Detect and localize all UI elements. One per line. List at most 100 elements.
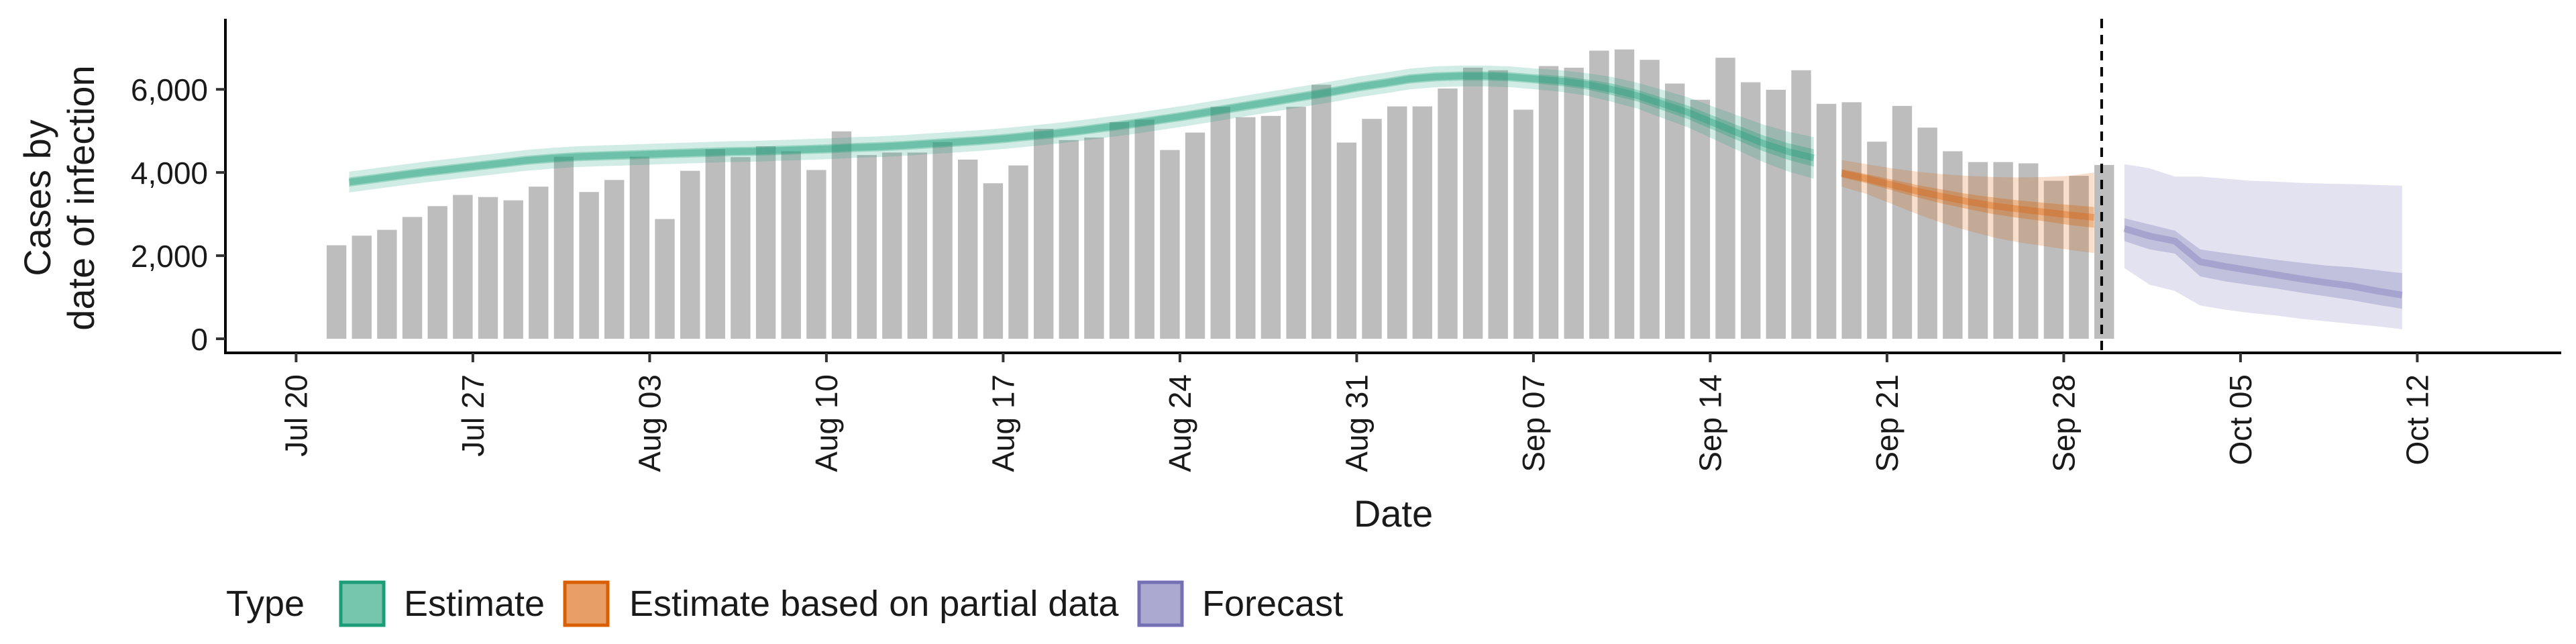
bar-7 xyxy=(503,200,523,339)
bar-55 xyxy=(1715,58,1735,339)
bar-28 xyxy=(1034,129,1054,339)
legend-key-forecast xyxy=(1137,580,1184,627)
bar-11 xyxy=(604,180,625,339)
bar-47 xyxy=(1513,109,1534,339)
bar-43 xyxy=(1412,106,1432,339)
bar-56 xyxy=(1741,82,1761,339)
bar-0 xyxy=(326,245,347,339)
x-tick-label-6: Aug 31 xyxy=(1339,374,1374,472)
y-ticks: 0 2,000 4,000 6,000 xyxy=(131,72,225,357)
y-tick-label-0: 0 xyxy=(191,322,208,357)
bar-19 xyxy=(806,170,826,339)
y-axis-title-line-2: date of infection xyxy=(60,65,102,330)
x-tick-label-7: Sep 07 xyxy=(1516,374,1551,472)
series-forecast xyxy=(2123,164,2403,329)
series-partial xyxy=(1841,160,2095,254)
legend-label-partial: Estimate based on partial data xyxy=(629,584,1119,624)
bar-63 xyxy=(1917,127,1937,339)
bar-27 xyxy=(1008,165,1028,339)
bar-38 xyxy=(1286,107,1306,339)
bar-22 xyxy=(882,152,902,339)
bar-25 xyxy=(958,159,978,339)
bar-44 xyxy=(1438,88,1458,339)
bar-3 xyxy=(402,217,423,339)
bar-59 xyxy=(1816,103,1837,339)
bar-50 xyxy=(1589,50,1609,339)
x-tick-label-3: Aug 10 xyxy=(809,374,844,472)
bar-21 xyxy=(857,155,877,339)
series-estimate-inner-band xyxy=(349,71,1814,187)
bar-31 xyxy=(1109,122,1130,339)
x-tick-label-10: Sep 28 xyxy=(2046,374,2081,472)
x-tick-label-5: Aug 24 xyxy=(1163,374,1197,472)
x-tick-label-8: Sep 14 xyxy=(1693,374,1727,472)
series-estimate-outer-band xyxy=(349,65,1814,193)
x-tick-label-2: Aug 03 xyxy=(632,374,667,472)
bar-12 xyxy=(629,156,650,339)
bar-42 xyxy=(1387,106,1407,339)
y-tick-label-3: 6,000 xyxy=(131,72,208,107)
bar-2 xyxy=(377,229,397,339)
bar-40 xyxy=(1336,142,1357,339)
plot-area xyxy=(326,19,2403,353)
series-estimate-median xyxy=(348,72,1815,186)
legend-title: Type xyxy=(226,584,305,624)
bar-33 xyxy=(1160,150,1180,339)
bar-17 xyxy=(755,146,776,339)
bar-46 xyxy=(1488,70,1508,339)
legend-label-forecast: Forecast xyxy=(1202,584,1343,624)
bar-51 xyxy=(1614,49,1635,339)
bar-66 xyxy=(1993,162,2013,339)
y-tick-label-1: 2,000 xyxy=(131,239,208,274)
bar-4 xyxy=(427,206,447,339)
bar-58 xyxy=(1791,70,1811,339)
x-tick-label-1: Jul 27 xyxy=(455,374,490,457)
series-forecast-outer-band xyxy=(2124,164,2402,329)
x-ticks: Jul 20 Jul 27 Aug 03 Aug 10 Aug 17 Aug 24 Aug … xyxy=(278,353,2434,472)
bar-60 xyxy=(1841,102,1862,339)
bar-57 xyxy=(1766,89,1786,339)
y-axis-title-line-1: Cases by xyxy=(16,119,58,276)
bar-29 xyxy=(1059,140,1079,339)
x-tick-label-0: Jul 20 xyxy=(278,374,313,457)
x-axis-title: Date xyxy=(1354,492,1433,535)
bar-62 xyxy=(1892,105,1913,339)
series-bands xyxy=(348,65,2403,329)
bar-1 xyxy=(352,235,372,339)
series-forecast-inner-band xyxy=(2124,218,2402,309)
bar-32 xyxy=(1134,119,1155,339)
bar-70 xyxy=(2094,164,2114,339)
bar-24 xyxy=(932,142,953,339)
bar-30 xyxy=(1084,138,1104,339)
bar-61 xyxy=(1867,142,1887,339)
legend-label-estimate: Estimate xyxy=(404,584,545,624)
bar-5 xyxy=(453,195,473,339)
bar-64 xyxy=(1943,151,1963,339)
bar-8 xyxy=(529,186,549,339)
y-tick-label-2: 4,000 xyxy=(131,156,208,191)
legend: Type Estimate Estimate based on partial … xyxy=(226,580,1343,627)
series-forecast-median xyxy=(2123,225,2403,299)
series-partial-outer-band xyxy=(1841,160,2094,254)
bar-54 xyxy=(1690,99,1711,339)
bar-16 xyxy=(731,157,751,339)
bar-13 xyxy=(655,219,675,339)
legend-key-partial xyxy=(563,580,610,627)
bar-14 xyxy=(680,170,700,339)
bar-6 xyxy=(478,197,498,339)
bar-53 xyxy=(1665,83,1685,339)
bar-37 xyxy=(1260,115,1281,339)
bar-36 xyxy=(1236,117,1256,339)
series-partial-median xyxy=(1841,170,2095,221)
series-estimate xyxy=(348,65,1815,193)
series-partial-inner-band xyxy=(1841,169,2094,228)
bar-18 xyxy=(781,151,801,339)
bar-41 xyxy=(1362,119,1382,339)
bar-48 xyxy=(1538,66,1559,339)
bar-20 xyxy=(831,131,852,339)
bar-23 xyxy=(907,152,928,339)
bar-9 xyxy=(553,156,574,339)
x-tick-label-9: Sep 21 xyxy=(1870,374,1904,472)
axes: 0 2,000 4,000 6,000 Jul 20 Jul 27 Aug 03 Aug 1… xyxy=(16,19,2561,535)
